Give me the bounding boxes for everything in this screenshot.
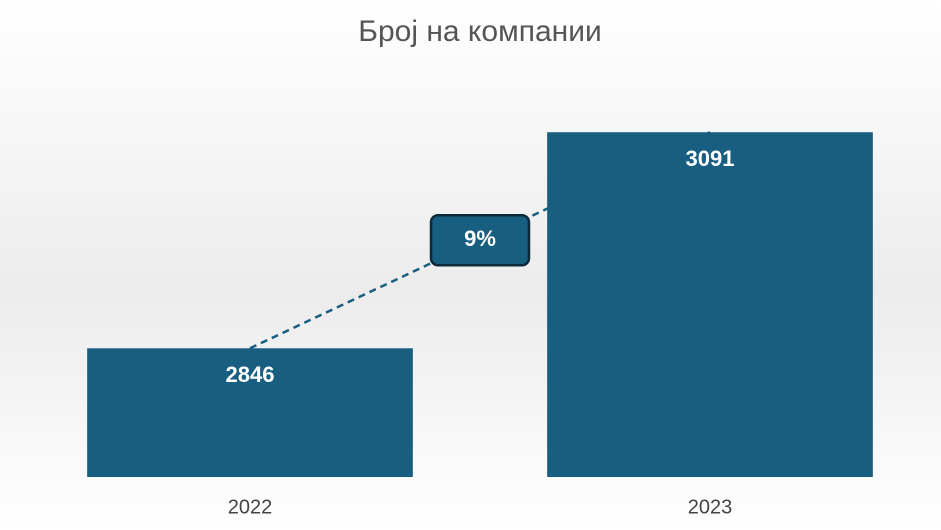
bar xyxy=(547,132,873,477)
x-tick-label: 2022 xyxy=(228,496,273,518)
bar xyxy=(87,348,413,477)
chart-title: Број на компании xyxy=(358,15,601,48)
x-tick-label: 2023 xyxy=(688,496,733,518)
annotation-box xyxy=(429,214,531,267)
annotation: 9% xyxy=(464,226,496,251)
data-label: 2846 xyxy=(226,362,275,387)
data-label: 3091 xyxy=(686,146,735,171)
